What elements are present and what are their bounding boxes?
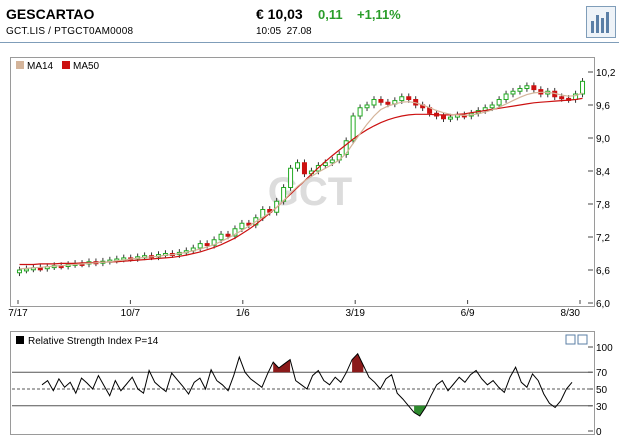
y-tick-label: 7,2 [596, 233, 610, 244]
candle-body [559, 96, 565, 100]
rsi-close-icon [577, 334, 588, 345]
candle-body [378, 99, 384, 103]
y-tick-label: 8,4 [596, 167, 610, 178]
rsi-title: Relative Strength Index P=14 [28, 336, 159, 347]
candle-body [510, 90, 516, 95]
legend-swatch [16, 61, 24, 69]
candle-body [385, 101, 391, 105]
legend-label: MA14 [27, 61, 54, 72]
rsi-oversold-fill [414, 405, 426, 416]
x-tick-label: 3/19 [345, 308, 365, 319]
candle-body [350, 115, 356, 142]
y-tick-label: 9,0 [596, 134, 610, 145]
rsi-y-tick-label: 0 [596, 427, 602, 438]
price-change-percent: +1,11% [357, 7, 401, 22]
candle-body [288, 167, 294, 188]
candle-body [232, 228, 238, 237]
candle-body [496, 99, 502, 106]
candle-body [580, 80, 586, 95]
candle-body [524, 85, 530, 89]
rsi-y-tick-label: 70 [596, 368, 608, 379]
y-tick-label: 7,8 [596, 200, 610, 211]
stock-identifiers: GCT.LIS / PTGCT0AM0008 [6, 26, 134, 37]
y-tick-label: 10,2 [596, 68, 616, 79]
candle-body [441, 115, 446, 120]
x-tick-label: 8/30 [561, 308, 581, 319]
quote-time-value: 10:05 [256, 26, 282, 37]
x-tick-label: 6/9 [461, 308, 475, 319]
rsi-expand-icon [565, 334, 576, 345]
candle-body [371, 99, 377, 106]
candle-body [503, 93, 509, 100]
rsi-overbought-fill [352, 353, 364, 373]
candle-body [399, 96, 405, 102]
last-price: € 10,03 [256, 6, 303, 22]
candle-body [357, 107, 363, 117]
y-tick-label: 9,6 [596, 101, 610, 112]
candle-body [447, 116, 453, 120]
candle-body [517, 88, 523, 92]
rsi-legend-swatch [16, 336, 24, 344]
candle-body [489, 104, 495, 109]
candle-body [218, 233, 224, 241]
candle-body [197, 243, 203, 249]
rsi-y-tick-label: 50 [596, 385, 608, 396]
quote-time: 10:05 27.08 [256, 26, 312, 37]
candle-body [364, 104, 370, 109]
ma14-line [19, 91, 583, 270]
legend-label: MA50 [73, 61, 100, 72]
candle-body [37, 267, 43, 271]
candle-body [301, 162, 307, 175]
candle-body [329, 159, 335, 164]
rsi-chart-panel [10, 331, 595, 435]
x-tick-label: 7/17 [8, 308, 28, 319]
candle-body [406, 96, 412, 100]
legend-swatch [62, 61, 70, 69]
candle-body [295, 162, 301, 169]
watermark-text: GCT [268, 170, 352, 214]
y-tick-label: 6,0 [596, 299, 610, 310]
y-tick-label: 6,6 [596, 266, 610, 277]
x-tick-label: 10/7 [121, 308, 141, 319]
rsi-line [41, 352, 573, 417]
candle-body [239, 222, 245, 230]
header-divider [0, 42, 619, 43]
quote-date-value: 27.08 [286, 26, 312, 37]
candle-body [225, 233, 231, 237]
rsi-y-tick-label: 100 [596, 343, 613, 354]
candle-body [23, 268, 29, 272]
rsi-y-tick-label: 30 [596, 402, 608, 413]
candle-body [204, 243, 210, 247]
candle-body [16, 269, 22, 274]
candle-body [531, 85, 537, 91]
candle-body [343, 140, 349, 155]
stock-name: GESCARTAO [6, 6, 95, 22]
price-change: 0,11 [318, 7, 343, 22]
chart-logo-icon[interactable] [586, 6, 616, 38]
x-tick-label: 1/6 [236, 308, 250, 319]
